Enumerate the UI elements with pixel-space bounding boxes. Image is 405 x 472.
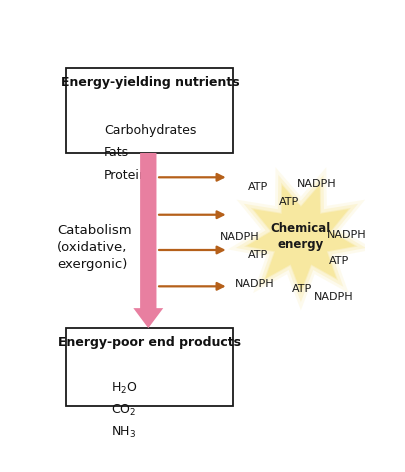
FancyBboxPatch shape: [66, 67, 233, 153]
Polygon shape: [235, 175, 365, 302]
Text: Fats: Fats: [104, 146, 129, 160]
FancyBboxPatch shape: [66, 328, 233, 406]
Text: Energy-yielding nutrients: Energy-yielding nutrients: [60, 76, 239, 89]
Text: NADPH: NADPH: [313, 292, 353, 302]
Text: ATP: ATP: [292, 284, 312, 294]
FancyArrow shape: [133, 153, 163, 328]
Text: NADPH: NADPH: [234, 279, 274, 289]
Text: Proteins: Proteins: [104, 169, 154, 182]
Text: ATP: ATP: [328, 256, 348, 266]
Text: Carbohydrates: Carbohydrates: [104, 124, 196, 137]
Text: CO$_2$: CO$_2$: [110, 403, 136, 418]
Text: H$_2$O: H$_2$O: [110, 381, 137, 396]
Text: ATP: ATP: [248, 250, 268, 260]
Polygon shape: [243, 183, 357, 294]
Polygon shape: [246, 185, 354, 291]
Text: NADPH: NADPH: [219, 232, 259, 242]
Text: Energy-poor end products: Energy-poor end products: [58, 336, 241, 349]
Text: NADPH: NADPH: [326, 230, 365, 240]
Text: Catabolism
(oxidative,
exergonic): Catabolism (oxidative, exergonic): [57, 224, 131, 271]
Text: NADPH: NADPH: [296, 179, 336, 189]
Text: ATP: ATP: [279, 197, 298, 207]
Polygon shape: [227, 167, 373, 311]
Text: Chemical
energy: Chemical energy: [270, 222, 330, 251]
Text: NH$_3$: NH$_3$: [110, 424, 135, 439]
Text: ATP: ATP: [248, 183, 268, 193]
